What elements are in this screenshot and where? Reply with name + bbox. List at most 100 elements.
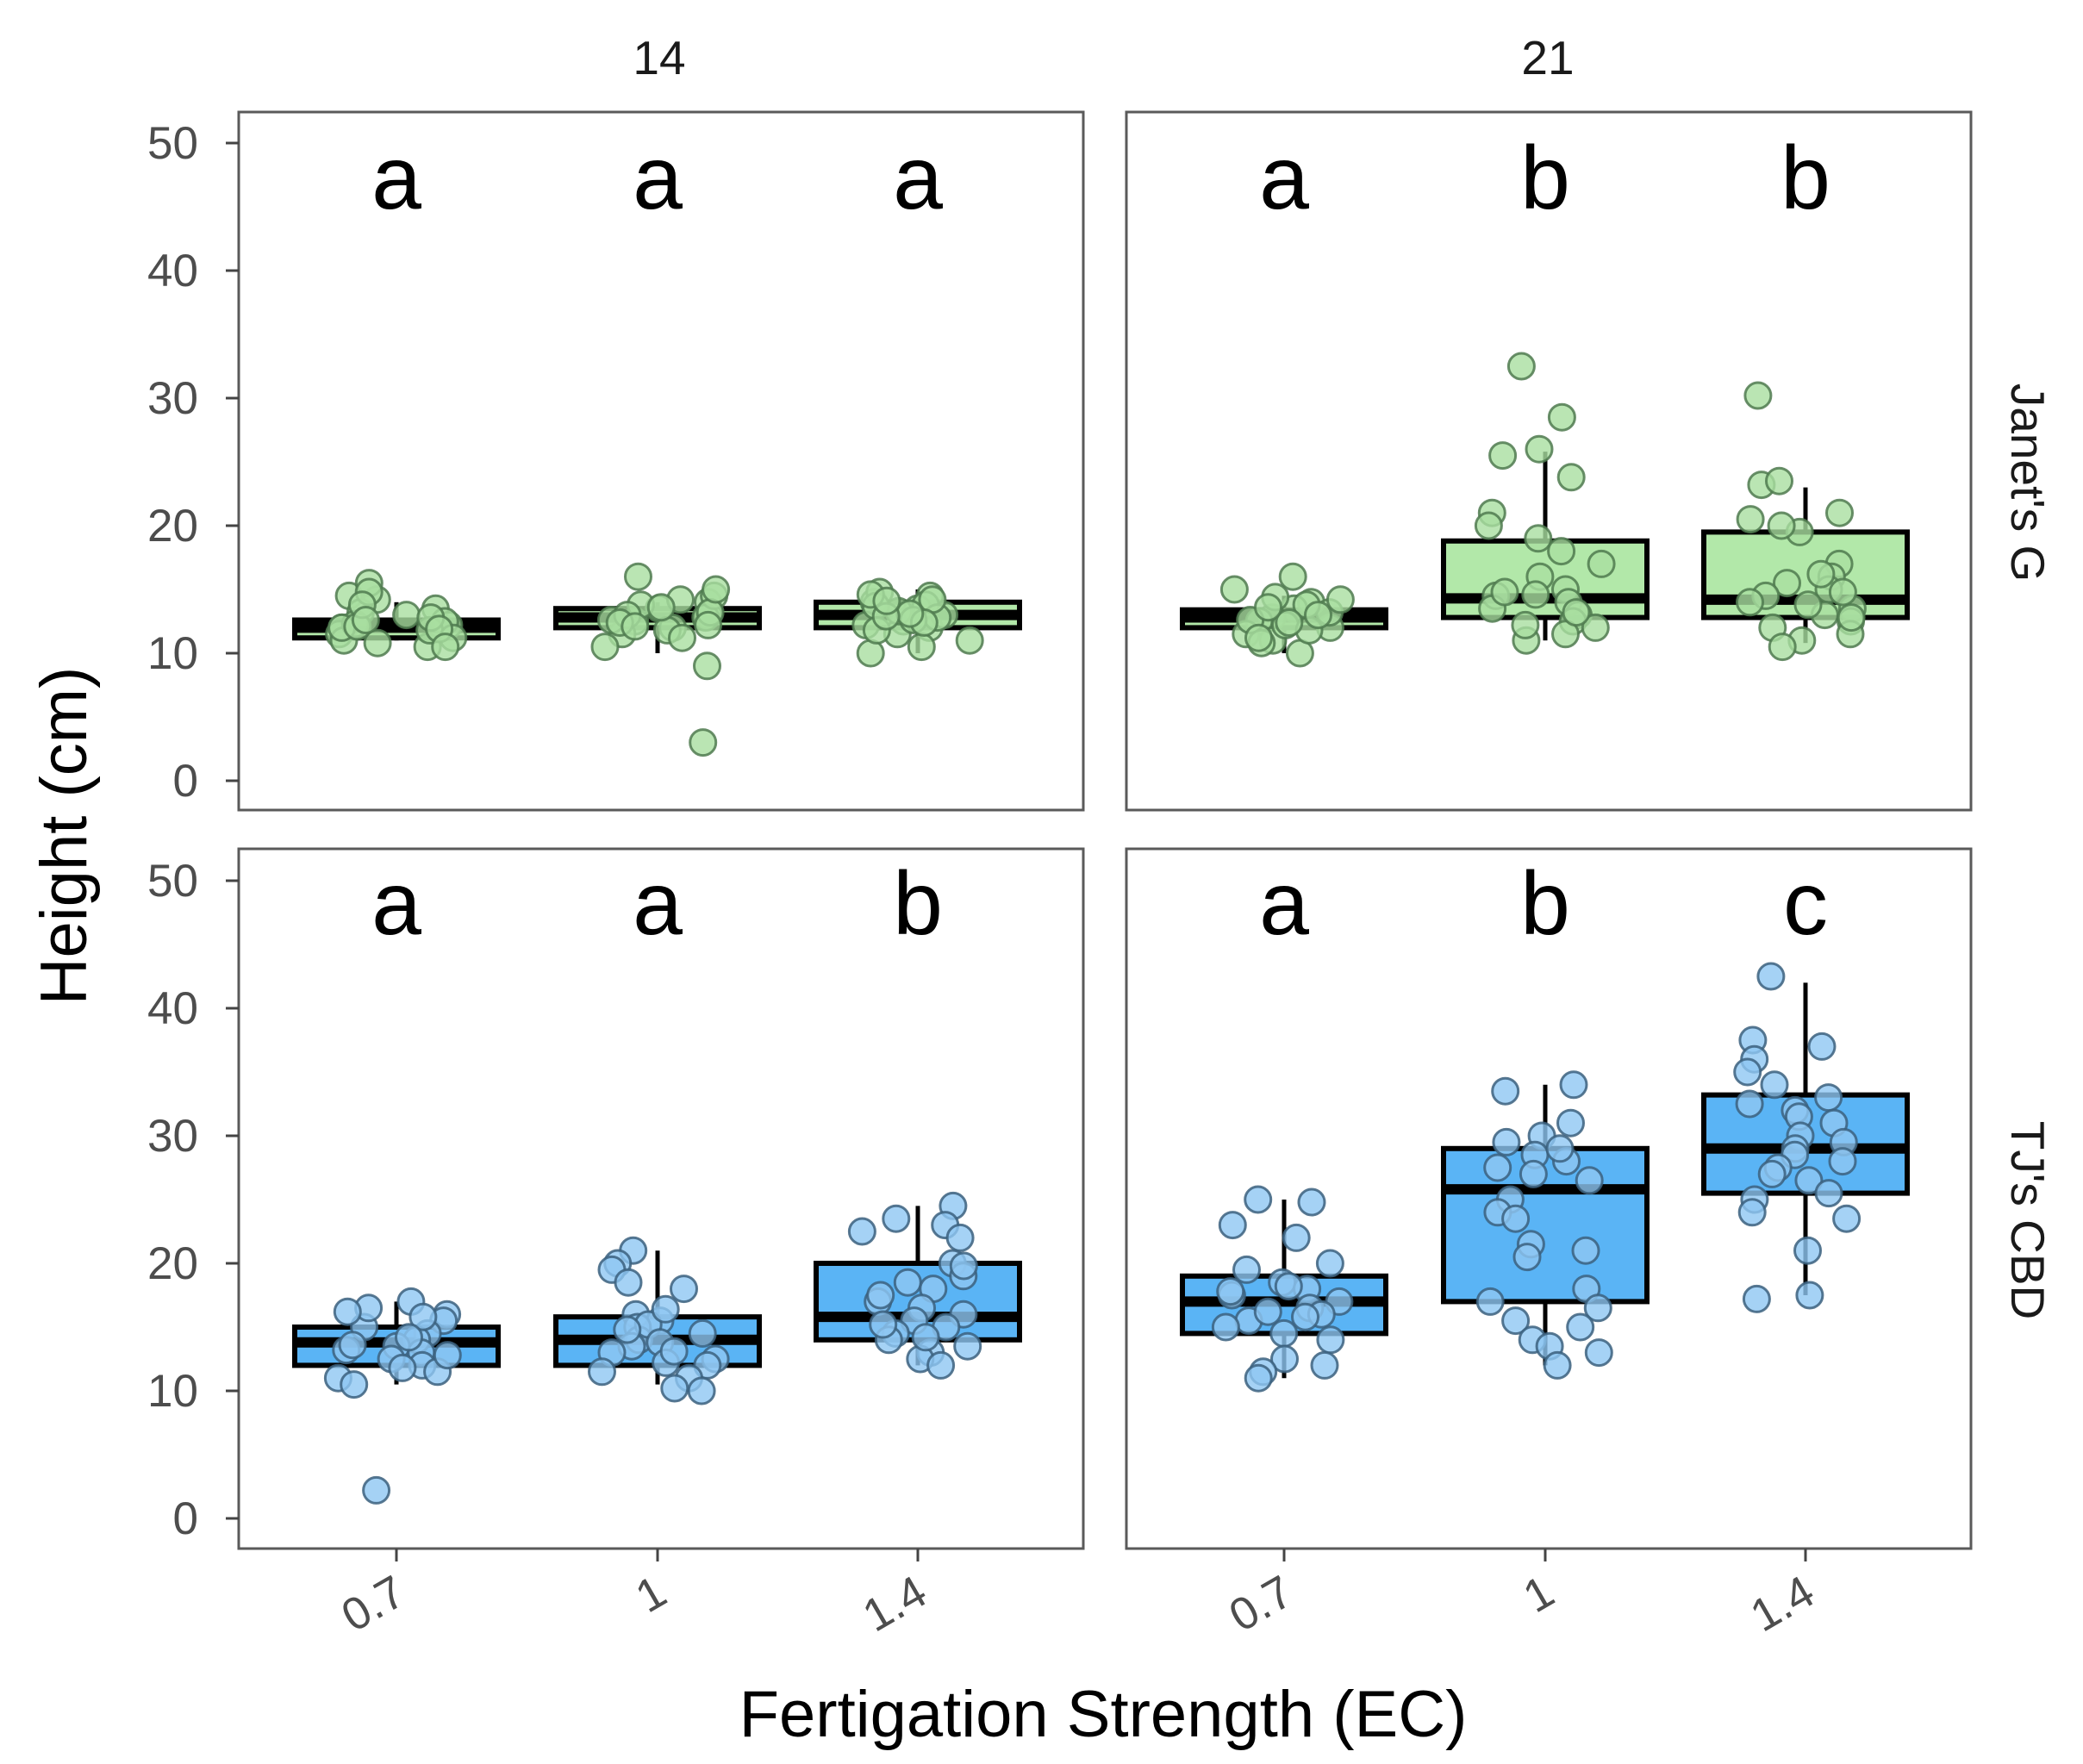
column-strip-21: 21 <box>1521 31 1574 84</box>
data-point <box>363 628 392 658</box>
data-point <box>911 1323 940 1352</box>
significance-letter: b <box>1781 128 1830 228</box>
significance-letter: a <box>633 854 683 954</box>
data-point <box>688 1318 717 1348</box>
panel-janet-s-g-21-ec-1: b <box>1441 128 1650 655</box>
significance-letter: a <box>371 128 421 228</box>
data-point <box>392 601 421 630</box>
significance-letter: a <box>1259 128 1309 228</box>
data-point <box>1814 1179 1843 1208</box>
x-tick-label: 1 <box>627 1566 675 1623</box>
row-strip-janets-g: Janet's G <box>2001 383 2055 583</box>
data-point <box>1556 463 1586 492</box>
data-point <box>388 1353 417 1382</box>
data-point <box>1506 352 1536 381</box>
y-axis-row-2: 0 10 20 30 40 50 <box>147 856 239 1544</box>
data-point <box>1216 1277 1245 1306</box>
data-point <box>433 1341 462 1370</box>
data-point <box>1315 1249 1344 1278</box>
data-point <box>362 1475 391 1505</box>
panel-tj-s-cbd-21-ec-1-4: c <box>1701 854 1910 1313</box>
x-axis-col-2: 0.7 1 1.4 <box>1221 1549 1823 1642</box>
panel-janet-s-g-21-ec-1-4: b <box>1701 128 1910 662</box>
panel-tj-s-cbd-14-ec-1: a <box>553 854 762 1406</box>
y-tick-label: 40 <box>147 983 198 1034</box>
data-point <box>1275 608 1304 637</box>
data-point <box>1492 1127 1521 1156</box>
panel-janet-s-g-14-ec-0-7: a <box>292 128 501 662</box>
x-tick-label: 1.4 <box>855 1566 935 1642</box>
data-point <box>1794 1166 1824 1195</box>
y-tick-label: 20 <box>147 1238 198 1289</box>
data-point <box>1316 1325 1345 1355</box>
x-tick-label: 0.7 <box>1221 1566 1301 1642</box>
y-axis-title: Height (cm) <box>28 667 101 1006</box>
data-point <box>333 1297 362 1326</box>
data-point <box>1828 1147 1857 1176</box>
x-tick-label: 1.4 <box>1743 1566 1823 1642</box>
data-point <box>869 1310 898 1339</box>
data-point <box>1806 559 1836 589</box>
data-point <box>621 612 650 641</box>
data-point <box>702 575 731 604</box>
data-point <box>1270 1344 1299 1374</box>
data-point <box>1735 1089 1764 1119</box>
data-point <box>1491 1076 1520 1106</box>
data-point <box>1584 1338 1613 1368</box>
data-point <box>1545 1134 1575 1163</box>
data-point <box>1525 434 1554 464</box>
y-tick-label: 30 <box>147 373 198 424</box>
significance-letter: a <box>893 128 943 228</box>
x-tick-label: 1 <box>1515 1566 1562 1623</box>
data-point <box>1474 511 1503 540</box>
data-point <box>689 728 718 757</box>
data-point <box>1244 1185 1273 1214</box>
facet-strips: 14 21 Janet's G TJ's CBD <box>633 31 2055 1319</box>
data-point <box>1562 598 1591 627</box>
panel-tj-s-cbd-14-ec-0-7: a <box>292 854 501 1505</box>
data-point <box>1566 1312 1595 1342</box>
panel-tj-s-cbd-21: a b c <box>1125 847 1973 1550</box>
axes-layer: 0 10 20 30 40 50 0 10 20 30 40 50 0.7 1 1.4 0.7 1 1.4 <box>147 118 1823 1642</box>
data-point <box>588 1357 616 1387</box>
data-point <box>1768 633 1797 662</box>
x-axis-col-1: 0.7 1 1.4 <box>334 1549 935 1642</box>
x-axis-title: Fertigation Strength (EC) <box>739 1678 1468 1751</box>
data-point <box>907 633 936 662</box>
data-point <box>1501 1204 1531 1233</box>
data-point <box>1736 588 1764 617</box>
data-point <box>1583 1293 1612 1323</box>
data-point <box>1587 549 1616 578</box>
data-point <box>1547 402 1576 432</box>
data-point <box>395 1323 423 1352</box>
data-point <box>945 1223 975 1252</box>
y-tick-label: 10 <box>147 1366 198 1417</box>
data-point <box>1524 524 1553 553</box>
data-point <box>1556 1108 1585 1138</box>
column-strip-14: 14 <box>633 31 685 84</box>
data-point <box>1244 1363 1273 1393</box>
data-point <box>1325 585 1355 614</box>
significance-letter: b <box>893 854 943 954</box>
y-tick-label: 50 <box>147 856 198 907</box>
data-point <box>1219 575 1249 604</box>
data-point <box>1807 1032 1837 1061</box>
data-point <box>1733 1057 1762 1087</box>
data-point <box>1218 1211 1247 1240</box>
data-point <box>955 626 984 655</box>
data-point <box>1793 590 1823 620</box>
data-point <box>1547 537 1576 566</box>
data-point <box>1512 1243 1542 1272</box>
panel-janet-s-g-14-ec-1-4: a <box>814 128 1022 668</box>
data-point <box>1483 1153 1512 1182</box>
data-point <box>1767 511 1796 540</box>
data-point <box>1519 1159 1548 1188</box>
data-point <box>687 1376 716 1406</box>
data-point <box>1756 962 1786 991</box>
data-point <box>926 1350 956 1380</box>
data-point <box>866 1281 895 1310</box>
significance-letter: a <box>1259 854 1309 954</box>
panel-tj-s-cbd-14-ec-1-4: b <box>814 854 1022 1380</box>
